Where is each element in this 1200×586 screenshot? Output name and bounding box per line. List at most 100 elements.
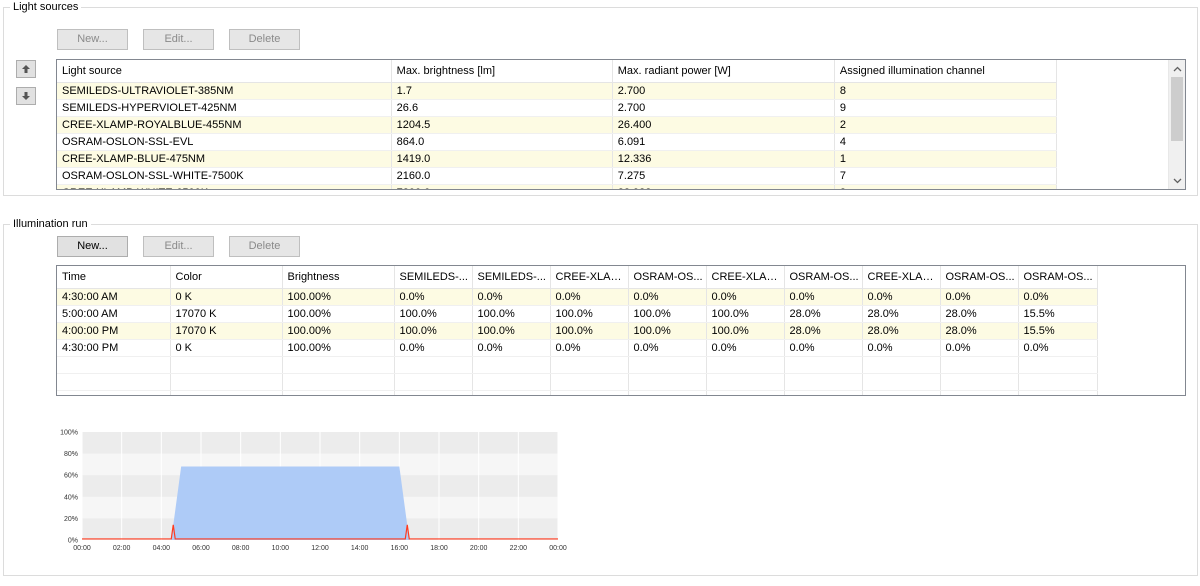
illumination-row[interactable]: 5:00:00 AM 17070 K 100.00% 100.0% 100.0% 100.… [57, 305, 1098, 323]
illumination-empty-cell [472, 356, 551, 374]
illumination-empty-cell [1018, 356, 1098, 374]
light-source-column-header[interactable]: Light source [57, 60, 392, 83]
light-sources-title: Light sources [10, 0, 82, 14]
illumination-cell: 0 K [170, 339, 283, 357]
illumination-column-header[interactable]: OSRAM-OS... [940, 266, 1019, 289]
light-source-delete-button[interactable]: Delete [229, 29, 300, 50]
illumination-empty-cell [394, 373, 473, 391]
illumination-empty-cell [394, 356, 473, 374]
illumination-empty-cell [57, 390, 171, 395]
light-sources-table[interactable]: Light source Max. brightness [lm] Max. rad… [56, 59, 1186, 190]
arrow-down-icon [22, 92, 30, 100]
scrollbar-thumb[interactable] [1171, 77, 1183, 141]
illumination-delete-button[interactable]: Delete [229, 236, 300, 257]
light-source-cell: 7.275 [612, 167, 835, 185]
illumination-empty-cell [706, 373, 785, 391]
light-source-cell: 26.6 [391, 99, 613, 117]
illumination-cell: 17070 K [170, 322, 283, 340]
illumination-empty-cell [628, 373, 707, 391]
light-source-cell: 4 [834, 133, 1058, 151]
illumination-column-header[interactable]: OSRAM-OS... [1018, 266, 1098, 289]
illumination-row[interactable]: 4:30:00 PM 0 K 100.00% 0.0% 0.0% 0.0% 0.0% 0.0%… [57, 339, 1098, 357]
illumination-empty-cell [57, 356, 171, 374]
illumination-cell: 0.0% [862, 339, 941, 357]
illumination-row[interactable]: 4:30:00 AM 0 K 100.00% 0.0% 0.0% 0.0% 0.0% 0.0%… [57, 288, 1098, 306]
light-source-row[interactable]: OSRAM-OSLON-SSL-EVL 864.0 6.091 4 [57, 133, 1058, 151]
illumination-cell: 0.0% [706, 288, 785, 306]
illumination-column-header[interactable]: SEMILEDS-... [472, 266, 551, 289]
chart-x-tick-label: 00:00 [73, 545, 91, 552]
illumination-cell: 100.0% [706, 322, 785, 340]
light-source-edit-button[interactable]: Edit... [143, 29, 214, 50]
illumination-column-header[interactable]: OSRAM-OS... [628, 266, 707, 289]
illumination-new-button[interactable]: New... [57, 236, 128, 257]
chart-series-area [82, 466, 558, 540]
light-source-cell: CREE-XLAMP-BLUE-475NM [57, 150, 392, 168]
illumination-empty-cell [628, 390, 707, 395]
illumination-empty-cell [784, 356, 863, 374]
light-sources-scrollbar[interactable] [1168, 60, 1185, 189]
illumination-cell: 100.0% [550, 305, 629, 323]
light-source-cell: OSRAM-OSLON-SSL-EVL [57, 133, 392, 151]
chart-x-tick-label: 18:00 [430, 545, 448, 552]
light-source-row[interactable]: CREE-XLAMP-ROYALBLUE-455NM 1204.5 26.400 2 [57, 116, 1058, 134]
chart-x-tick-label: 02:00 [113, 545, 131, 552]
light-source-cell: 7200.0 [391, 184, 613, 189]
illumination-empty-cell [784, 390, 863, 395]
light-source-cell: 26.400 [612, 116, 835, 134]
arrow-up-icon [22, 65, 30, 73]
illumination-run-table[interactable]: Time Color Brightness SEMILEDS-... SEMILEDS-… [56, 265, 1186, 396]
light-source-row[interactable]: CREE-XLAMP-BLUE-475NM 1419.0 12.336 1 [57, 150, 1058, 168]
light-source-cell: 9 [834, 99, 1058, 117]
illumination-edit-button[interactable]: Edit... [143, 236, 214, 257]
chevron-down-icon [1173, 178, 1182, 183]
chart-x-tick-label: 08:00 [232, 545, 250, 552]
chart-y-tick-label: 40% [64, 494, 78, 501]
chart-y-tick-label: 60% [64, 473, 78, 480]
move-down-button[interactable] [16, 87, 36, 105]
illumination-empty-cell [282, 390, 395, 395]
light-source-row[interactable]: CREE-XLAMP-WHITE-6500K7200.022.9333 [57, 184, 1058, 189]
light-source-column-header[interactable]: Assigned illumination channel [834, 60, 1058, 83]
light-source-cell: CREE-XLAMP-ROYALBLUE-455NM [57, 116, 392, 134]
illumination-column-header[interactable]: Brightness [282, 266, 395, 289]
illumination-cell: 17070 K [170, 305, 283, 323]
illumination-run-title: Illumination run [10, 217, 91, 231]
light-source-row[interactable]: OSRAM-OSLON-SSL-WHITE-7500K 2160.0 7.275 7 [57, 167, 1058, 185]
illumination-column-header[interactable]: CREE-XLAM... [862, 266, 941, 289]
light-source-cell: 1419.0 [391, 150, 613, 168]
illumination-column-header[interactable]: SEMILEDS-... [394, 266, 473, 289]
illumination-empty-cell [706, 356, 785, 374]
light-source-column-header[interactable]: Max. brightness [lm] [391, 60, 613, 83]
illumination-empty-cell [628, 356, 707, 374]
illumination-cell: 100.0% [394, 322, 473, 340]
light-source-cell: 1 [834, 150, 1058, 168]
light-source-cell: SEMILEDS-ULTRAVIOLET-385NM [57, 82, 392, 100]
illumination-cell: 0.0% [940, 339, 1019, 357]
scroll-up-arrow[interactable] [1169, 60, 1185, 77]
illumination-cell: 100.0% [472, 305, 551, 323]
light-source-row[interactable]: SEMILEDS-ULTRAVIOLET-385NM 1.7 2.700 8 [57, 82, 1058, 100]
illumination-column-header[interactable]: OSRAM-OS... [784, 266, 863, 289]
illumination-column-header[interactable]: CREE-XLAM... [706, 266, 785, 289]
light-source-cell: 6.091 [612, 133, 835, 151]
light-source-cell: 1204.5 [391, 116, 613, 134]
illumination-empty-cell [282, 373, 395, 391]
chevron-up-icon [1173, 66, 1182, 71]
light-source-new-button[interactable]: New... [57, 29, 128, 50]
move-up-button[interactable] [16, 60, 36, 78]
light-source-cell: SEMILEDS-HYPERVIOLET-425NM [57, 99, 392, 117]
illumination-empty-cell [940, 373, 1019, 391]
illumination-column-header[interactable]: Color [170, 266, 283, 289]
chart-y-tick-label: 0% [68, 538, 78, 545]
illumination-run-group: Illumination run [3, 217, 1198, 576]
scroll-down-arrow[interactable] [1169, 172, 1185, 189]
chart-y-tick-label: 80% [64, 451, 78, 458]
illumination-empty-cell [170, 390, 283, 395]
light-source-column-header[interactable]: Max. radiant power [W] [612, 60, 835, 83]
light-source-row[interactable]: SEMILEDS-HYPERVIOLET-425NM 26.6 2.700 9 [57, 99, 1058, 117]
illumination-column-header[interactable]: Time [57, 266, 171, 289]
illumination-row[interactable]: 4:00:00 PM 17070 K 100.00% 100.0% 100.0% 100.… [57, 322, 1098, 340]
illumination-empty-row [57, 356, 1098, 374]
illumination-column-header[interactable]: CREE-XLAM... [550, 266, 629, 289]
